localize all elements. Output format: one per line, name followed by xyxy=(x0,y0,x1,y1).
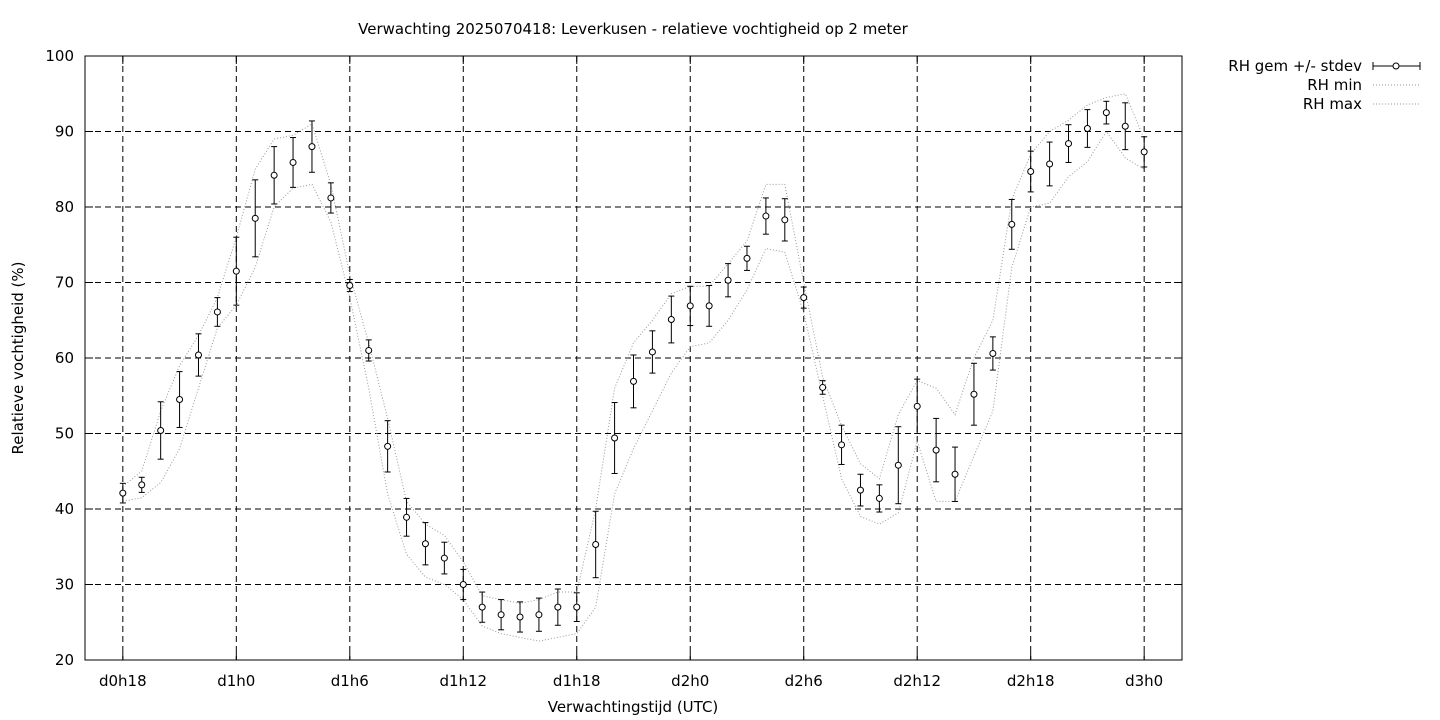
data-point xyxy=(497,611,505,619)
legend-label: RH gem +/- stdev xyxy=(1228,57,1362,75)
data-point xyxy=(894,461,902,469)
data-point xyxy=(440,554,448,562)
data-point xyxy=(535,611,543,619)
data-point xyxy=(289,158,297,166)
chart-title: Verwachting 2025070418: Leverkusen - rel… xyxy=(358,20,909,38)
data-point xyxy=(554,603,562,611)
y-tick-label: 40 xyxy=(55,500,74,518)
data-point xyxy=(856,486,864,494)
x-tick-label: d3h0 xyxy=(1125,672,1163,690)
data-point xyxy=(686,302,694,310)
data-point xyxy=(157,426,165,434)
data-point xyxy=(838,441,846,449)
data-point xyxy=(119,489,127,497)
data-point xyxy=(932,446,940,454)
data-point xyxy=(138,481,146,489)
data-point xyxy=(667,315,675,323)
y-tick-label: 90 xyxy=(55,123,74,141)
data-point xyxy=(970,390,978,398)
x-tick-label: d1h0 xyxy=(217,672,255,690)
y-tick-label: 20 xyxy=(55,651,74,669)
data-point xyxy=(308,143,316,151)
x-tick-label: d1h18 xyxy=(553,672,601,690)
data-point xyxy=(194,351,202,359)
data-point xyxy=(951,470,959,478)
y-tick-label: 60 xyxy=(55,349,74,367)
data-point xyxy=(365,346,373,354)
x-tick-label: d2h18 xyxy=(1007,672,1055,690)
x-axis-label: Verwachtingstijd (UTC) xyxy=(548,698,719,716)
legend-label: RH min xyxy=(1307,76,1362,94)
data-point xyxy=(1102,109,1110,117)
data-point xyxy=(176,396,184,404)
data-point xyxy=(459,581,467,588)
x-tick-label: d0h18 xyxy=(99,672,147,690)
data-point xyxy=(573,603,581,611)
data-point xyxy=(1140,148,1148,156)
data-point xyxy=(1046,160,1054,168)
data-point xyxy=(232,267,240,275)
data-point xyxy=(762,212,770,220)
data-point xyxy=(213,308,221,316)
data-point xyxy=(630,377,637,385)
axis-ticks: 20 30 40 50 60 70 80 90 100 d0h18 d1h0 d1h6 d1h12 d1h… xyxy=(45,47,1182,690)
data-point xyxy=(800,294,808,302)
data-point xyxy=(1083,124,1091,132)
data-point xyxy=(384,442,392,450)
data-point xyxy=(421,540,429,548)
legend-label: RH max xyxy=(1303,95,1362,113)
y-tick-label: 70 xyxy=(55,274,74,292)
data-point xyxy=(875,494,883,502)
legend-swatch-point xyxy=(1392,62,1400,70)
x-tick-label: d2h6 xyxy=(785,672,823,690)
rh-min-line xyxy=(122,130,1145,642)
data-point xyxy=(724,276,732,284)
data-point xyxy=(251,214,259,222)
y-tick-label: 100 xyxy=(45,47,74,65)
data-point xyxy=(1027,168,1035,176)
y-axis-label: Relatieve vochtigheid (%) xyxy=(9,261,27,454)
data-point xyxy=(346,282,354,290)
data-point xyxy=(327,194,335,202)
data-point xyxy=(611,434,619,442)
x-tick-label: d2h12 xyxy=(893,672,941,690)
x-tick-label: d2h0 xyxy=(671,672,709,690)
data-point xyxy=(270,171,278,179)
data-point xyxy=(403,513,411,521)
data-point xyxy=(781,216,789,224)
data-point xyxy=(705,302,713,310)
data-point xyxy=(743,254,751,262)
data-point xyxy=(648,348,656,356)
data-point xyxy=(913,402,921,410)
rh-max-line xyxy=(122,93,1145,604)
data-point xyxy=(592,540,600,548)
data-point xyxy=(478,603,486,611)
x-tick-label: d1h12 xyxy=(439,672,487,690)
y-tick-label: 80 xyxy=(55,198,74,216)
data-point xyxy=(516,613,524,621)
y-tick-label: 30 xyxy=(55,576,74,594)
x-tick-label: d1h6 xyxy=(331,672,369,690)
y-tick-label: 50 xyxy=(55,425,74,443)
data-point xyxy=(989,349,997,357)
min-max-lines xyxy=(122,93,1145,642)
data-point xyxy=(1065,140,1073,148)
data-point xyxy=(1121,122,1129,130)
data-point xyxy=(1008,220,1016,228)
data-point xyxy=(819,383,827,391)
data-points xyxy=(119,100,1148,633)
